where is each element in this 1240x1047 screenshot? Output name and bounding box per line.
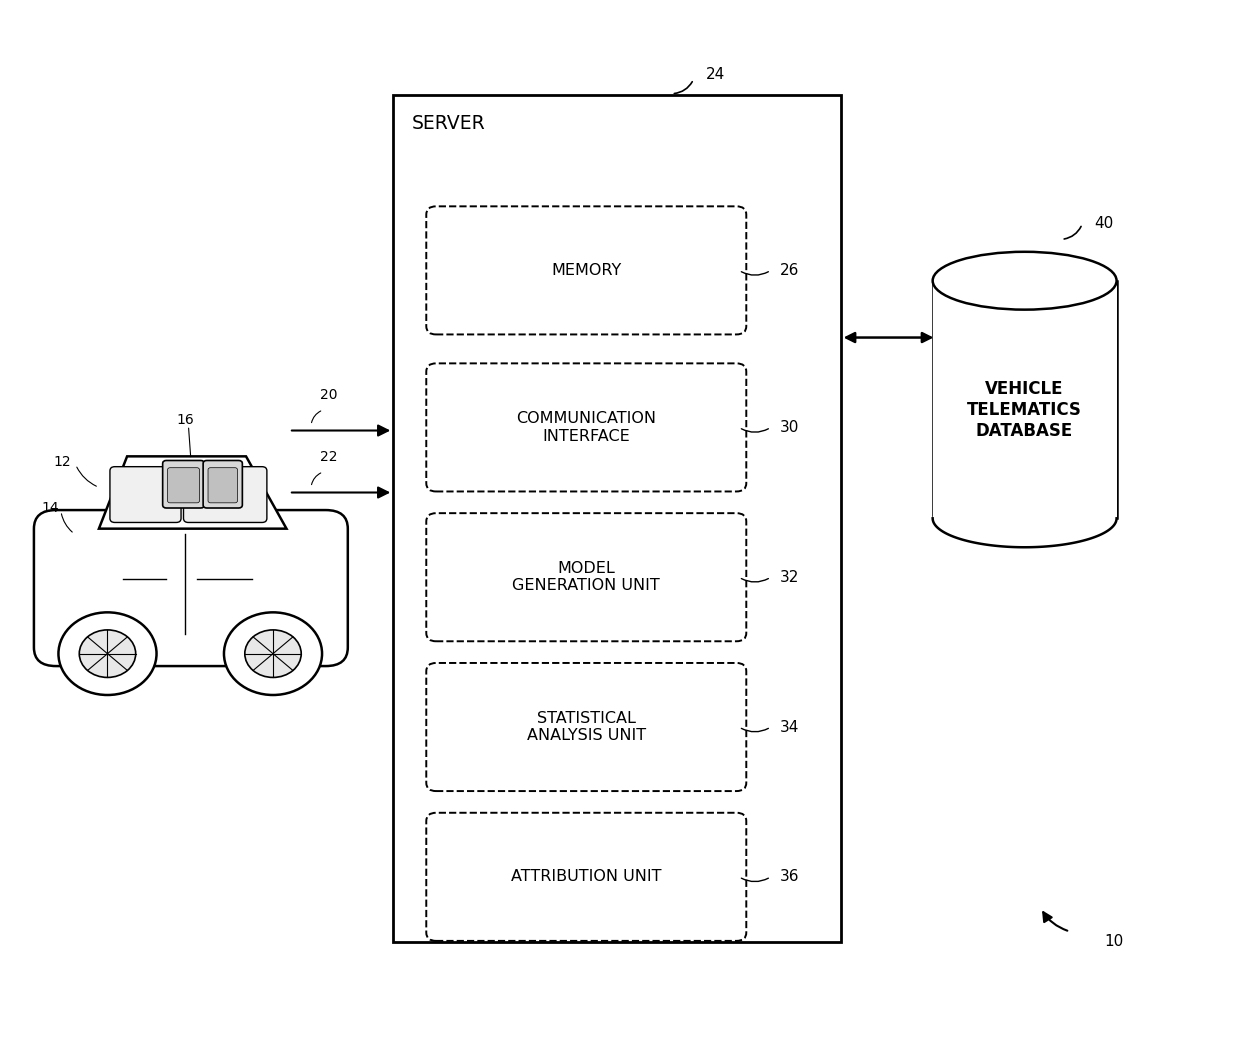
Text: MEMORY: MEMORY	[551, 263, 621, 277]
FancyBboxPatch shape	[427, 206, 746, 334]
Circle shape	[58, 612, 156, 695]
FancyBboxPatch shape	[427, 363, 746, 491]
Text: 16: 16	[176, 414, 193, 427]
FancyBboxPatch shape	[208, 468, 237, 503]
Text: ATTRIBUTION UNIT: ATTRIBUTION UNIT	[511, 869, 661, 885]
Text: 36: 36	[780, 869, 799, 885]
Text: 14: 14	[41, 502, 60, 515]
Text: 22: 22	[320, 449, 337, 464]
Bar	[393, 95, 841, 942]
Text: 24: 24	[706, 67, 725, 82]
FancyBboxPatch shape	[110, 467, 181, 522]
Text: VEHICLE
TELEMATICS
DATABASE: VEHICLE TELEMATICS DATABASE	[967, 380, 1083, 440]
Text: COMMUNICATION
INTERFACE: COMMUNICATION INTERFACE	[516, 411, 656, 444]
Text: 10: 10	[1105, 934, 1123, 950]
Text: 30: 30	[780, 420, 799, 435]
Text: STATISTICAL
ANALYSIS UNIT: STATISTICAL ANALYSIS UNIT	[527, 711, 646, 743]
FancyBboxPatch shape	[427, 663, 746, 792]
FancyBboxPatch shape	[203, 461, 242, 508]
Text: 26: 26	[780, 263, 799, 277]
FancyBboxPatch shape	[184, 467, 267, 522]
FancyBboxPatch shape	[427, 513, 746, 641]
Ellipse shape	[932, 489, 1116, 548]
FancyBboxPatch shape	[167, 468, 200, 503]
Text: SERVER: SERVER	[412, 114, 485, 133]
Circle shape	[79, 630, 135, 677]
Text: 34: 34	[780, 719, 799, 735]
Circle shape	[244, 630, 301, 677]
FancyBboxPatch shape	[162, 461, 205, 508]
Text: 32: 32	[780, 570, 799, 584]
Text: 12: 12	[53, 454, 71, 468]
Circle shape	[224, 612, 322, 695]
Text: 40: 40	[1095, 217, 1114, 231]
Text: MODEL
GENERATION UNIT: MODEL GENERATION UNIT	[512, 561, 660, 594]
Text: 20: 20	[320, 387, 337, 402]
Ellipse shape	[932, 251, 1116, 310]
FancyBboxPatch shape	[33, 510, 347, 666]
FancyBboxPatch shape	[427, 812, 746, 941]
Polygon shape	[99, 456, 286, 529]
Bar	[932, 281, 1116, 518]
